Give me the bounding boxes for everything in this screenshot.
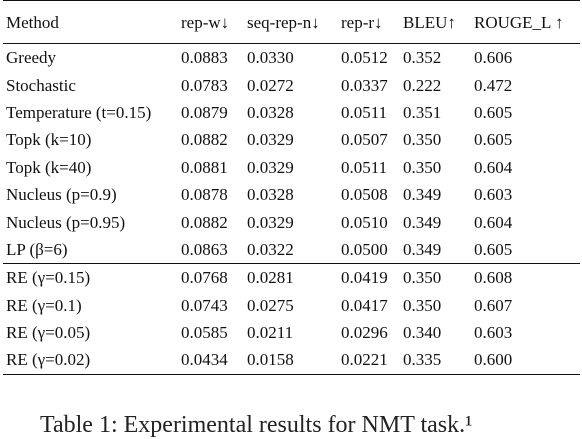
header-rep-w: rep-w↓	[181, 12, 230, 32]
cell-rep-w: 0.0434	[181, 350, 228, 370]
cell-seq-rep-n: 0.0330	[247, 48, 294, 68]
cell-rep-r: 0.0507	[341, 130, 388, 150]
header-method: Method	[6, 12, 59, 32]
cell-bleu: 0.335	[403, 350, 442, 370]
table-row: Nucleus (p=0.95) 0.0882 0.0329 0.0510 0.…	[3, 208, 580, 235]
cell-rep-w: 0.0883	[181, 48, 228, 68]
table-row: Temperature (t=0.15) 0.0879 0.0328 0.051…	[3, 99, 580, 126]
cell-rouge-l: 0.606	[474, 48, 513, 68]
cell-method: RE (γ=0.15)	[6, 268, 91, 288]
cell-method: Temperature (t=0.15)	[6, 102, 152, 122]
cell-rep-r: 0.0221	[341, 350, 388, 370]
cell-rep-r: 0.0511	[341, 102, 388, 122]
header-rouge-l: ROUGE_L ↑	[474, 12, 564, 32]
cell-bleu: 0.349	[403, 239, 442, 259]
cell-seq-rep-n: 0.0328	[247, 102, 294, 122]
cell-rep-w: 0.0882	[181, 212, 228, 232]
cell-bleu: 0.350	[403, 157, 442, 177]
cell-method: Stochastic	[6, 75, 76, 95]
cell-rep-r: 0.0296	[341, 323, 388, 343]
cell-method: RE (γ=0.1)	[6, 295, 82, 315]
cell-seq-rep-n: 0.0322	[247, 239, 294, 259]
cell-rep-r: 0.0500	[341, 239, 388, 259]
results-table-container: Method rep-w↓ seq-rep-n↓ rep-r↓ BLEU↑ RO…	[3, 0, 580, 375]
cell-seq-rep-n: 0.0281	[247, 268, 294, 288]
cell-rouge-l: 0.603	[474, 185, 513, 205]
cell-method: Nucleus (p=0.9)	[6, 185, 117, 205]
table-row: Stochastic 0.0783 0.0272 0.0337 0.222 0.…	[3, 71, 580, 98]
table-row: Topk (k=10) 0.0882 0.0329 0.0507 0.350 0…	[3, 126, 580, 153]
cell-bleu: 0.350	[403, 295, 442, 315]
cell-rep-r: 0.0511	[341, 157, 388, 177]
table-body-baselines: Greedy 0.0883 0.0330 0.0512 0.352 0.606 …	[3, 44, 580, 264]
cell-rep-r: 0.0337	[341, 75, 388, 95]
table-row: LP (β=6) 0.0863 0.0322 0.0500 0.349 0.60…	[3, 236, 580, 264]
cell-rep-w: 0.0878	[181, 185, 228, 205]
cell-rep-w: 0.0585	[181, 323, 228, 343]
cell-rep-w: 0.0743	[181, 295, 228, 315]
cell-rep-w: 0.0768	[181, 268, 228, 288]
cell-seq-rep-n: 0.0328	[247, 185, 294, 205]
cell-rep-w: 0.0783	[181, 75, 228, 95]
table-body-re: RE (γ=0.15) 0.0768 0.0281 0.0419 0.350 0…	[3, 263, 580, 375]
header-bleu: BLEU↑	[403, 12, 456, 32]
cell-rouge-l: 0.605	[474, 239, 513, 259]
cell-rep-r: 0.0417	[341, 295, 388, 315]
header-seq-rep-n: seq-rep-n↓	[247, 12, 320, 32]
cell-bleu: 0.351	[403, 102, 442, 122]
cell-rep-r: 0.0510	[341, 212, 388, 232]
cell-seq-rep-n: 0.0329	[247, 130, 294, 150]
cell-rouge-l: 0.603	[474, 323, 513, 343]
table-row: RE (γ=0.1) 0.0743 0.0275 0.0417 0.350 0.…	[3, 292, 580, 319]
table-header-row: Method rep-w↓ seq-rep-n↓ rep-r↓ BLEU↑ RO…	[3, 0, 580, 44]
cell-seq-rep-n: 0.0211	[247, 323, 294, 343]
cell-bleu: 0.352	[403, 48, 442, 68]
cell-rouge-l: 0.605	[474, 102, 513, 122]
cell-bleu: 0.340	[403, 323, 442, 343]
cell-rep-r: 0.0508	[341, 185, 388, 205]
cell-seq-rep-n: 0.0272	[247, 75, 294, 95]
cell-method: RE (γ=0.02)	[6, 350, 91, 370]
cell-rouge-l: 0.472	[474, 75, 513, 95]
cell-bleu: 0.222	[403, 75, 442, 95]
cell-rep-w: 0.0863	[181, 239, 228, 259]
table-row: Topk (k=40) 0.0881 0.0329 0.0511 0.350 0…	[3, 154, 580, 181]
cell-seq-rep-n: 0.0275	[247, 295, 294, 315]
table-row: Greedy 0.0883 0.0330 0.0512 0.352 0.606	[3, 44, 580, 72]
cell-rouge-l: 0.604	[474, 157, 513, 177]
cell-method: Topk (k=10)	[6, 130, 92, 150]
cell-bleu: 0.350	[403, 268, 442, 288]
table-row: RE (γ=0.02) 0.0434 0.0158 0.0221 0.335 0…	[3, 346, 580, 375]
cell-rouge-l: 0.605	[474, 130, 513, 150]
cell-seq-rep-n: 0.0329	[247, 212, 294, 232]
cell-method: LP (β=6)	[6, 239, 68, 259]
cell-bleu: 0.349	[403, 185, 442, 205]
cell-rep-r: 0.0419	[341, 268, 388, 288]
cell-bleu: 0.349	[403, 212, 442, 232]
cell-method: RE (γ=0.05)	[6, 323, 91, 343]
cell-seq-rep-n: 0.0329	[247, 157, 294, 177]
cell-rep-w: 0.0882	[181, 130, 228, 150]
table-row: Nucleus (p=0.9) 0.0878 0.0328 0.0508 0.3…	[3, 181, 580, 208]
cell-rep-r: 0.0512	[341, 48, 388, 68]
cell-method: Topk (k=40)	[6, 157, 92, 177]
cell-seq-rep-n: 0.0158	[247, 350, 294, 370]
header-rep-r: rep-r↓	[341, 12, 383, 32]
cell-rouge-l: 0.607	[474, 295, 513, 315]
cell-rep-w: 0.0879	[181, 102, 228, 122]
cell-method: Nucleus (p=0.95)	[6, 212, 126, 232]
results-table: Method rep-w↓ seq-rep-n↓ rep-r↓ BLEU↑ RO…	[3, 0, 580, 375]
cell-rep-w: 0.0881	[181, 157, 228, 177]
cell-method: Greedy	[6, 48, 57, 68]
cell-rouge-l: 0.608	[474, 268, 513, 288]
cell-rouge-l: 0.600	[474, 350, 513, 370]
table-row: RE (γ=0.15) 0.0768 0.0281 0.0419 0.350 0…	[3, 263, 580, 292]
table-row: RE (γ=0.05) 0.0585 0.0211 0.0296 0.340 0…	[3, 319, 580, 346]
cell-rouge-l: 0.604	[474, 212, 513, 232]
cell-bleu: 0.350	[403, 130, 442, 150]
